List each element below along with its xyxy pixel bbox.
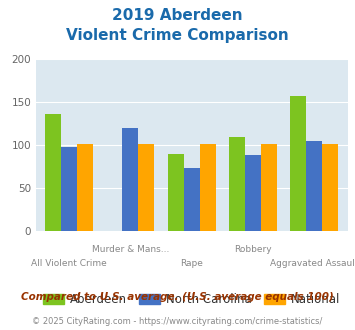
Legend: Aberdeen, North Carolina, National: Aberdeen, North Carolina, National: [38, 288, 345, 311]
Bar: [322, 144, 338, 231]
Bar: [306, 141, 322, 231]
Text: Murder & Mans...: Murder & Mans...: [92, 245, 169, 254]
Text: Compared to U.S. average. (U.S. average equals 100): Compared to U.S. average. (U.S. average …: [21, 292, 334, 302]
Bar: [184, 168, 200, 231]
Text: 2019 Aberdeen: 2019 Aberdeen: [112, 8, 243, 23]
Bar: [138, 144, 154, 231]
Bar: [61, 147, 77, 231]
Bar: [290, 96, 306, 231]
Text: Violent Crime Comparison: Violent Crime Comparison: [66, 28, 289, 43]
Bar: [200, 144, 215, 231]
Bar: [168, 154, 184, 231]
Text: Rape: Rape: [180, 259, 203, 268]
Bar: [122, 128, 138, 231]
Bar: [245, 155, 261, 231]
Bar: [77, 144, 93, 231]
Text: All Violent Crime: All Violent Crime: [31, 259, 107, 268]
Text: © 2025 CityRating.com - https://www.cityrating.com/crime-statistics/: © 2025 CityRating.com - https://www.city…: [32, 317, 323, 326]
Bar: [45, 114, 61, 231]
Bar: [261, 144, 277, 231]
Text: Aggravated Assault: Aggravated Assault: [270, 259, 355, 268]
Bar: [229, 137, 245, 231]
Text: Robbery: Robbery: [234, 245, 272, 254]
